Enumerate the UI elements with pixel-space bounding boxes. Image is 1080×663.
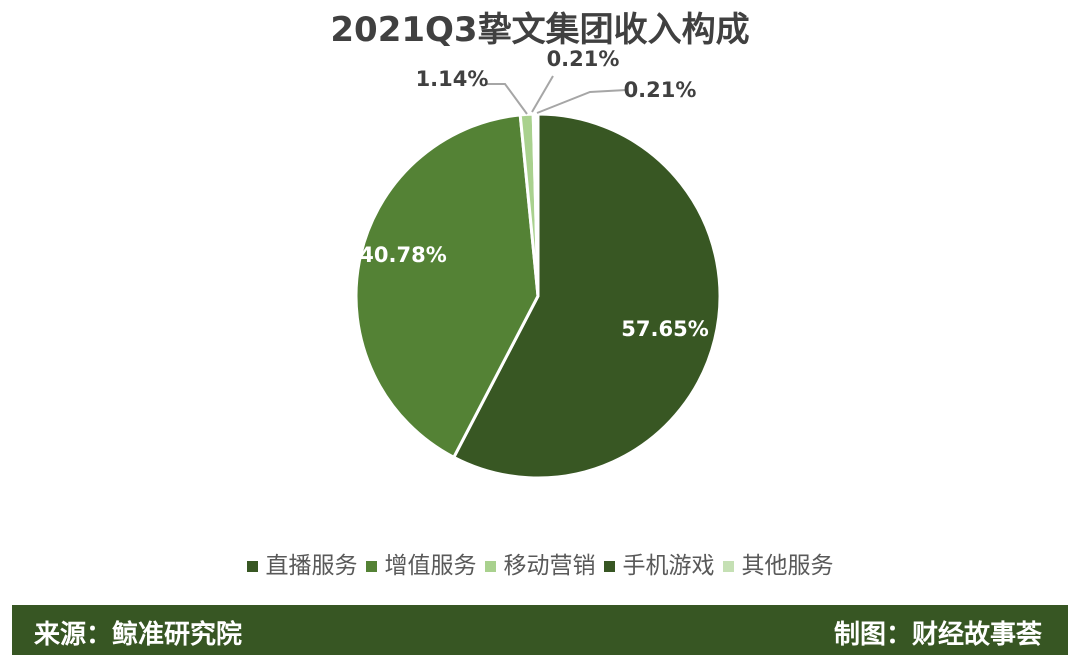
legend-swatch <box>603 561 615 572</box>
legend-label: 直播服务 <box>265 553 358 579</box>
footer-bar: 来源：鲸准研究院 制图：财经故事荟 <box>12 605 1068 655</box>
legend-label: 手机游戏 <box>622 553 715 579</box>
pie-chart: 57.65% 40.78% 1.14% 0.21%0.21% <box>354 47 722 480</box>
chart-title: 2021Q3挚文集团收入构成 <box>330 10 750 50</box>
pie-slice-0 <box>451 112 722 480</box>
legend-label: 移动营销 <box>503 553 596 579</box>
data-label-2: 1.14% <box>416 67 489 91</box>
leader-line-4 <box>536 89 627 114</box>
credit-text: 制图：财经故事荟 <box>833 620 1042 650</box>
legend-item: 其他服务 <box>722 546 834 580</box>
pie-slice-1 <box>354 113 540 460</box>
legend-swatch <box>246 561 258 572</box>
leader-line-2 <box>486 83 528 115</box>
legend: 直播服务 增值服务 移动营销 手机游戏 其他服务 <box>0 546 1080 580</box>
legend-swatch <box>365 561 377 572</box>
legend-label: 其他服务 <box>741 553 834 579</box>
legend-item: 手机游戏 <box>603 546 715 580</box>
legend-swatch <box>484 561 496 572</box>
legend-item: 移动营销 <box>484 546 596 580</box>
legend-label: 增值服务 <box>384 553 477 579</box>
data-label-1: 40.78% <box>359 243 446 267</box>
legend-item: 增值服务 <box>365 546 477 580</box>
legend-swatch <box>722 561 734 572</box>
data-label-4: 0.21% <box>624 78 697 102</box>
data-label-0: 57.65% <box>621 317 708 341</box>
pie-slice-4 <box>534 112 540 297</box>
leader-line-3 <box>531 75 554 113</box>
source-text: 来源：鲸准研究院 <box>34 620 243 650</box>
legend-item: 直播服务 <box>246 546 358 580</box>
data-label-3: 0.21% <box>547 47 620 71</box>
